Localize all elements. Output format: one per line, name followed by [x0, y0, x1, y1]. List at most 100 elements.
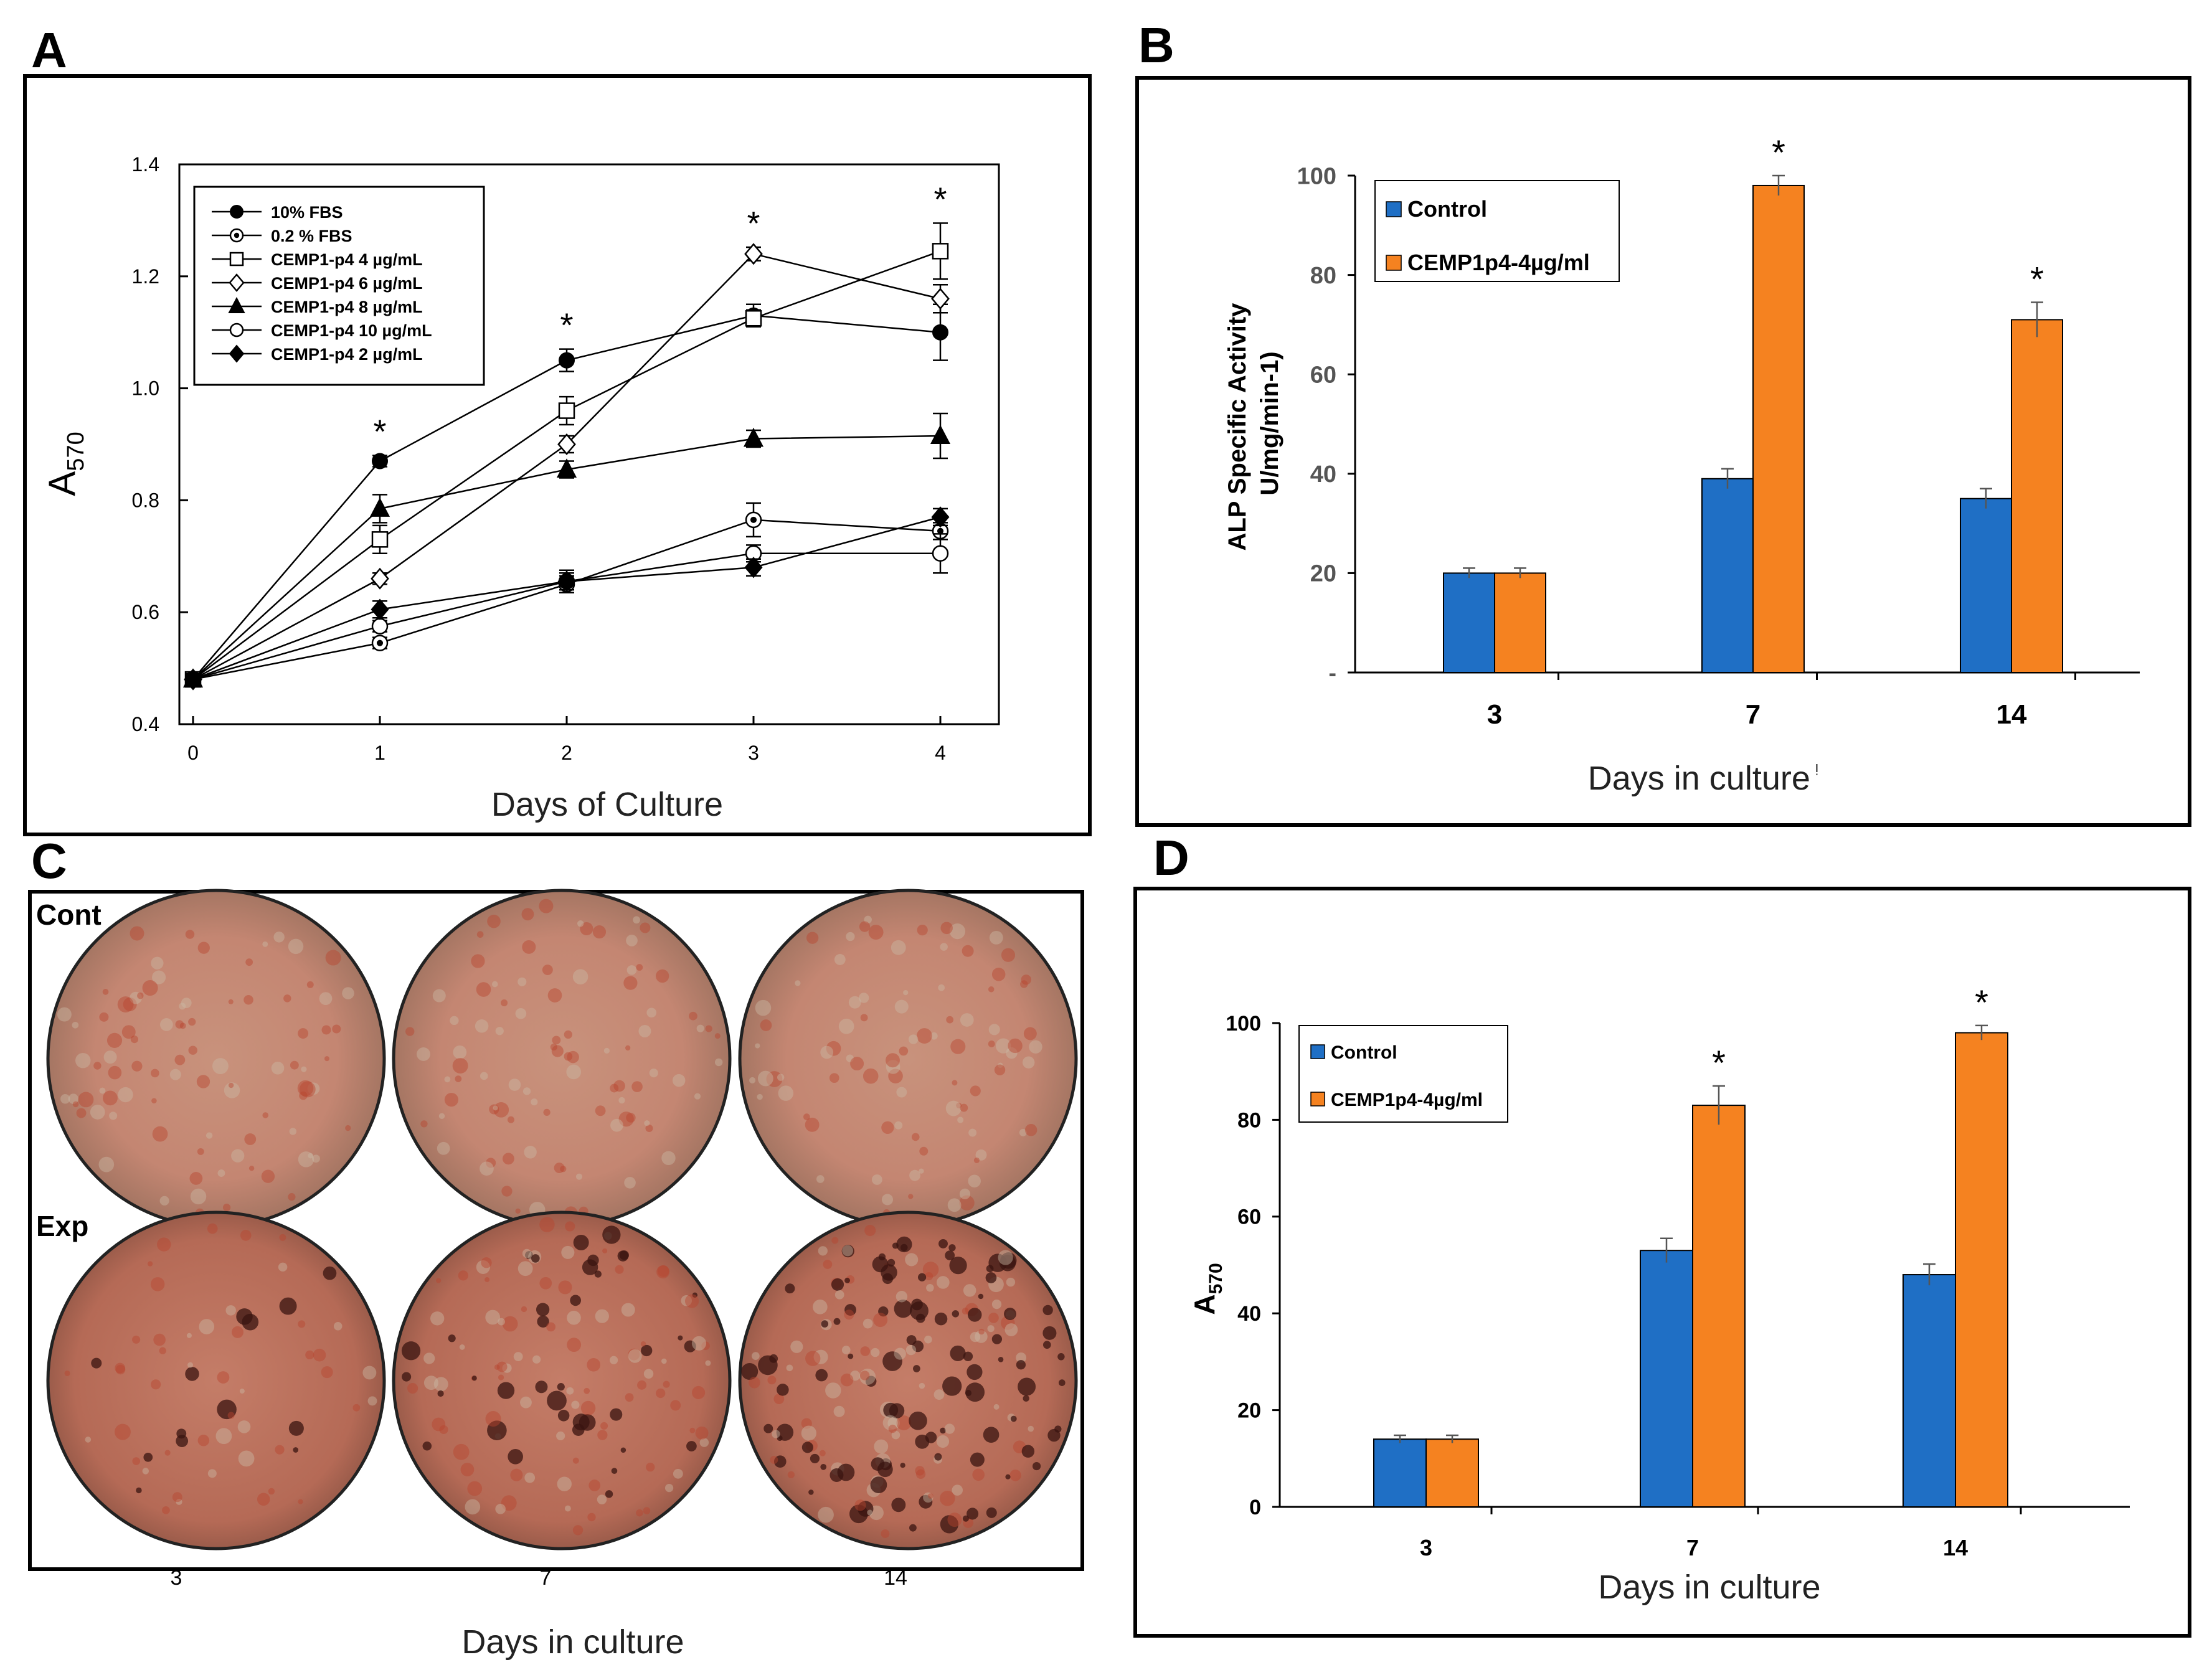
dish-stain [288, 938, 304, 955]
dish-stain [90, 1105, 105, 1120]
dish-stain [476, 931, 484, 938]
dish-stain [319, 992, 333, 1005]
dish-stain [978, 1293, 984, 1300]
dish-stain [983, 1427, 1000, 1443]
dish-stain [908, 1194, 914, 1199]
dish-stain [298, 1028, 309, 1039]
dish-stain [820, 1463, 827, 1470]
chart-b-legend-box [1374, 180, 1620, 282]
dish-stain [962, 945, 974, 957]
dish-stain [453, 1443, 470, 1460]
dish-stain [422, 1442, 432, 1451]
dish-stain [551, 1045, 564, 1057]
b-bar-group [1701, 468, 1754, 674]
dish-stain [508, 1448, 523, 1465]
dish-stain [915, 1434, 930, 1449]
dish-stain [615, 1265, 624, 1274]
dish-stain [656, 1265, 670, 1279]
a-legend-item: CEMP1-p4 10 µg/mL [212, 321, 432, 340]
dish-stain [841, 1346, 851, 1354]
dish-stain [547, 988, 562, 1003]
dish-stain [1020, 980, 1028, 988]
dish-stain [987, 1325, 995, 1333]
dish-stain [130, 926, 144, 941]
dish-stain [610, 1118, 623, 1132]
dish-stain [937, 1276, 950, 1289]
dish-stain [518, 1261, 533, 1277]
dish-stain [486, 1158, 496, 1168]
b-ytick-label: 20 [1310, 561, 1336, 587]
dish-stain [476, 982, 491, 997]
dish-stain [502, 1363, 512, 1373]
a-point [932, 545, 949, 562]
a-legend-label: CEMP1-p4 8 µg/mL [271, 298, 423, 316]
dish-stain [860, 1014, 868, 1022]
dish-stain [978, 1328, 985, 1335]
dish-stain [537, 1315, 549, 1328]
dish-stain [968, 1174, 981, 1187]
dish-stain [515, 1008, 527, 1019]
a-legend-label: CEMP1-p4 4 µg/mL [271, 250, 423, 269]
dish-stain [906, 1335, 917, 1346]
dish-stain [903, 989, 909, 996]
dish-stain [279, 1234, 286, 1241]
dish-stain [631, 1081, 643, 1092]
dish-stain [896, 1291, 908, 1303]
dish-stain [552, 1036, 561, 1045]
dish-stain [1021, 1445, 1035, 1458]
dish-stain [432, 989, 446, 1003]
dish-stain [646, 1463, 655, 1472]
dish-stain [554, 1163, 565, 1173]
dish-stain [965, 1390, 972, 1397]
dish-stain [959, 1195, 975, 1210]
dish-stain [801, 1418, 812, 1429]
dish-stain [196, 1075, 210, 1088]
dish-stain [602, 1225, 621, 1244]
dish-stain [536, 1303, 550, 1316]
dish-stain [859, 921, 871, 932]
d-bar [1373, 1438, 1427, 1508]
dish-stain [510, 1468, 523, 1481]
dish-stain [919, 1382, 925, 1389]
dish-stain [345, 1125, 351, 1131]
dish-stain [829, 1073, 839, 1083]
dish-stain [244, 1133, 257, 1145]
dish-stain [556, 1431, 565, 1441]
dish-stain [495, 1504, 506, 1514]
dish-stain [561, 1245, 575, 1259]
dish-stain [959, 1188, 971, 1200]
panel-label-b: B [1138, 17, 1175, 73]
dish-stain [437, 1141, 450, 1155]
dish-stain [998, 1357, 1004, 1362]
dish-stain [868, 925, 884, 940]
dish-stain [882, 1351, 902, 1371]
a-ytick-label: 0.4 [132, 713, 159, 735]
dish-stain [755, 999, 772, 1016]
a-point [371, 598, 389, 620]
dish-stain [820, 1045, 834, 1059]
dish-stain [487, 914, 501, 928]
a-series-line [192, 519, 941, 681]
dish-stain [75, 1052, 91, 1069]
dish-stain [925, 1272, 933, 1281]
dish-stain [949, 923, 966, 940]
a-point [371, 567, 389, 590]
dish-stain [289, 1128, 297, 1135]
dish-stain [557, 1383, 565, 1391]
dish-exp-7 [392, 1210, 732, 1550]
dish-stain [257, 1493, 270, 1506]
dish-stain [572, 969, 588, 984]
dish-stain [996, 1038, 1011, 1054]
dish-stain [518, 977, 527, 986]
dish-stain [103, 1090, 118, 1106]
chart-b-ylabel-line-1: ALP Specific Activity [1224, 303, 1251, 551]
d-ytick-label: 40 [1237, 1302, 1261, 1326]
dish-stain [423, 1352, 435, 1364]
dish-stain [967, 1308, 982, 1322]
dish-stain [805, 1351, 821, 1366]
dish-stain [878, 1253, 886, 1261]
dish-stain [480, 1072, 488, 1080]
dish-stain [176, 1435, 189, 1447]
dish-stain [352, 1404, 361, 1412]
dish-stain [988, 1313, 999, 1323]
